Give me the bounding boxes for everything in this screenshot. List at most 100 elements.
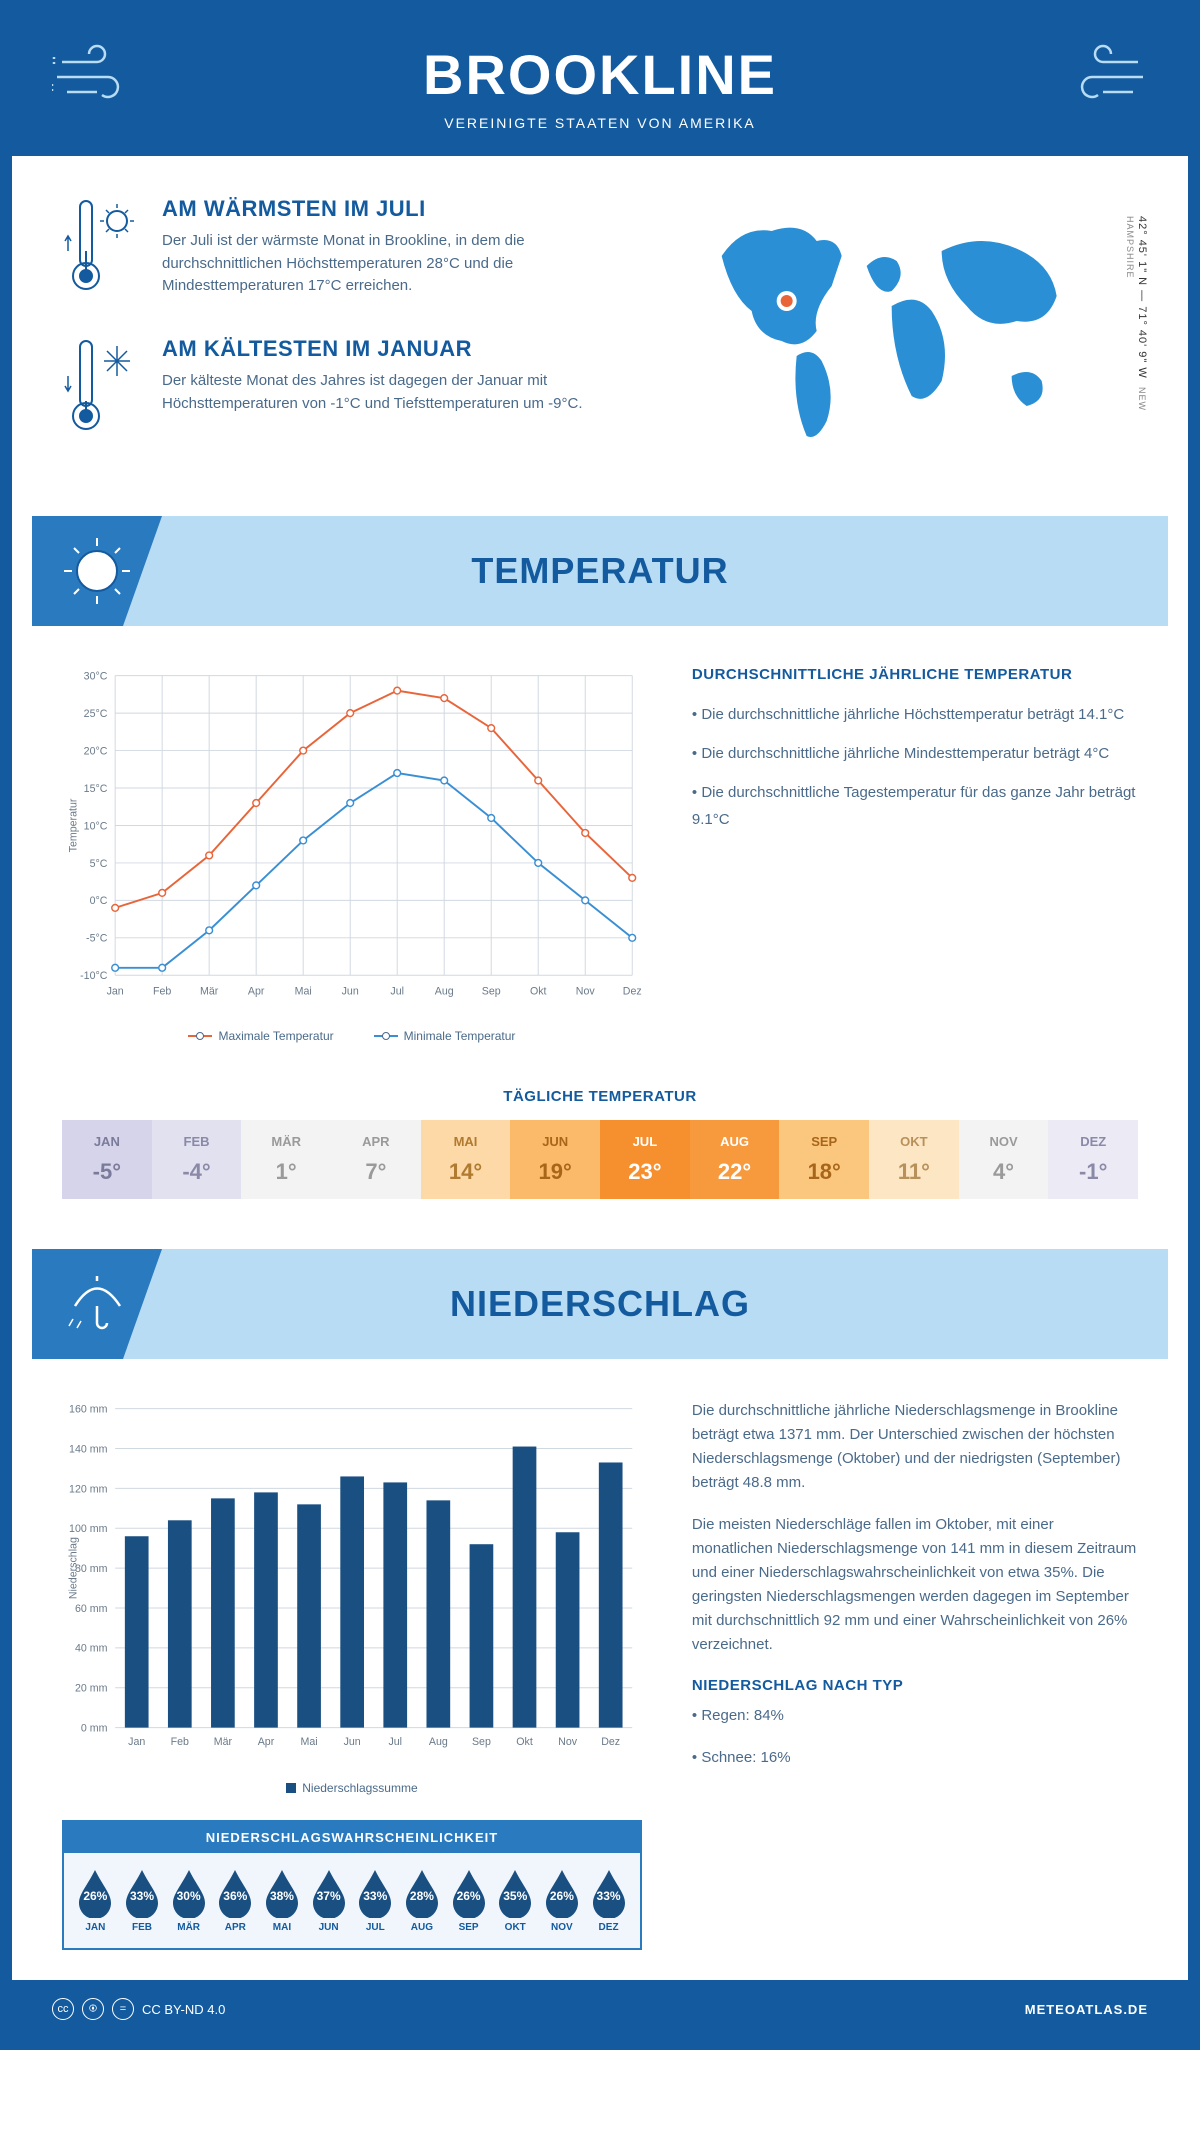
daily-temp-cell: DEZ-1° <box>1048 1120 1138 1199</box>
svg-text:Mai: Mai <box>301 1736 318 1748</box>
prob-title: NIEDERSCHLAGSWAHRSCHEINLICHKEIT <box>64 1822 640 1853</box>
precip-p2: Die meisten Niederschläge fallen im Okto… <box>692 1513 1138 1657</box>
temp-bullet-2: • Die durchschnittliche jährliche Mindes… <box>692 740 1138 767</box>
page-subtitle: VEREINIGTE STAATEN VON AMERIKA <box>52 115 1148 131</box>
temp-bullet-1: • Die durchschnittliche jährliche Höchst… <box>692 701 1138 728</box>
svg-text:0°C: 0°C <box>90 895 108 907</box>
page-title: BROOKLINE <box>52 42 1148 107</box>
svg-text:Aug: Aug <box>429 1736 448 1748</box>
intro-section: AM WÄRMSTEN IM JULI Der Juli ist der wär… <box>12 156 1188 516</box>
daily-temp-cell: NOV4° <box>959 1120 1049 1199</box>
svg-text:Dez: Dez <box>623 986 642 998</box>
svg-text:Dez: Dez <box>601 1736 620 1748</box>
svg-text:Aug: Aug <box>435 986 454 998</box>
svg-text:Jul: Jul <box>390 986 404 998</box>
daily-temp-cell: JAN-5° <box>62 1120 152 1199</box>
prob-cell: 35%OKT <box>492 1868 539 1933</box>
precip-p1: Die durchschnittliche jährliche Niedersc… <box>692 1399 1138 1495</box>
prob-cell: 26%SEP <box>445 1868 492 1933</box>
svg-text:Mär: Mär <box>200 986 219 998</box>
prob-cell: 30%MÄR <box>165 1868 212 1933</box>
nd-icon: = <box>112 1998 134 2020</box>
legend-min: Minimale Temperatur <box>404 1029 516 1043</box>
svg-text:15°C: 15°C <box>84 783 108 795</box>
prob-cell: 33%JUL <box>352 1868 399 1933</box>
precipitation-info: Die durchschnittliche jährliche Niedersc… <box>692 1399 1138 1950</box>
svg-text:Sep: Sep <box>472 1736 491 1748</box>
svg-text:20 mm: 20 mm <box>75 1683 108 1695</box>
svg-text:Apr: Apr <box>258 1736 275 1748</box>
prob-cell: 37%JUN <box>305 1868 352 1933</box>
wind-icon <box>1058 42 1148 112</box>
precipitation-banner: NIEDERSCHLAG <box>32 1249 1168 1359</box>
precipitation-probability-box: NIEDERSCHLAGSWAHRSCHEINLICHKEIT 26%JAN33… <box>62 1820 642 1950</box>
svg-text:Nov: Nov <box>576 986 596 998</box>
prob-cell: 28%AUG <box>399 1868 446 1933</box>
precipitation-bar-chart: 0 mm20 mm40 mm60 mm80 mm100 mm120 mm140 … <box>62 1399 642 1766</box>
daily-temp-table: JAN-5°FEB-4°MÄR1°APR7°MAI14°JUN19°JUL23°… <box>62 1120 1138 1199</box>
svg-text:80 mm: 80 mm <box>75 1563 108 1575</box>
svg-text:20°C: 20°C <box>84 745 108 757</box>
svg-text:Nov: Nov <box>558 1736 578 1748</box>
svg-text:140 mm: 140 mm <box>69 1443 108 1455</box>
svg-text:30°C: 30°C <box>84 671 108 683</box>
footer: cc 🅯 = CC BY-ND 4.0 METEOATLAS.DE <box>12 1980 1188 2038</box>
warmest-text: Der Juli ist der wärmste Monat in Brookl… <box>162 230 605 298</box>
prob-cell: 33%FEB <box>119 1868 166 1933</box>
temp-info-heading: DURCHSCHNITTLICHE JÄHRLICHE TEMPERATUR <box>692 666 1138 683</box>
warmest-fact: AM WÄRMSTEN IM JULI Der Juli ist der wär… <box>62 196 605 301</box>
prob-cell: 26%NOV <box>539 1868 586 1933</box>
legend-precip: Niederschlagssumme <box>302 1781 417 1795</box>
coldest-title: AM KÄLTESTEN IM JANUAR <box>162 336 605 362</box>
prob-cell: 38%MAI <box>259 1868 306 1933</box>
temperature-info: DURCHSCHNITTLICHE JÄHRLICHE TEMPERATUR •… <box>692 666 1138 1043</box>
daily-temp-cell: MÄR1° <box>241 1120 331 1199</box>
coords-main: 42° 45' 1" N — 71° 40' 9" W <box>1136 216 1148 379</box>
prob-cell: 26%JAN <box>72 1868 119 1933</box>
svg-text:-5°C: -5°C <box>86 933 108 945</box>
site-name: METEOATLAS.DE <box>1025 2002 1148 2017</box>
svg-text:Okt: Okt <box>530 986 547 998</box>
svg-text:Jan: Jan <box>107 986 124 998</box>
daily-temp-cell: JUL23° <box>600 1120 690 1199</box>
svg-text:5°C: 5°C <box>90 858 108 870</box>
svg-text:60 mm: 60 mm <box>75 1603 108 1615</box>
svg-text:Apr: Apr <box>248 986 265 998</box>
precip-type-2: • Schnee: 16% <box>692 1746 1138 1770</box>
svg-text:Jun: Jun <box>342 986 359 998</box>
section-title: NIEDERSCHLAG <box>450 1283 750 1325</box>
svg-text:25°C: 25°C <box>84 708 108 720</box>
svg-text:Feb: Feb <box>153 986 171 998</box>
svg-text:100 mm: 100 mm <box>69 1523 108 1535</box>
svg-text:160 mm: 160 mm <box>69 1403 108 1415</box>
temp-bullet-3: • Die durchschnittliche Tagestemperatur … <box>692 779 1138 833</box>
wind-icon <box>52 42 142 112</box>
daily-temp-cell: APR7° <box>331 1120 421 1199</box>
legend-max: Maximale Temperatur <box>218 1029 333 1043</box>
temp-chart-legend: Maximale Temperatur Minimale Temperatur <box>62 1029 642 1043</box>
svg-text:Okt: Okt <box>516 1736 533 1748</box>
svg-text:Mär: Mär <box>214 1736 233 1748</box>
daily-temp-title: TÄGLICHE TEMPERATUR <box>12 1088 1188 1105</box>
umbrella-icon <box>65 1271 130 1336</box>
svg-text:-10°C: -10°C <box>80 970 108 982</box>
coldest-fact: AM KÄLTESTEN IM JANUAR Der kälteste Mona… <box>62 336 605 441</box>
daily-temp-cell: JUN19° <box>510 1120 600 1199</box>
svg-text:Sep: Sep <box>482 986 501 998</box>
thermometer-cold-icon <box>62 336 142 436</box>
header: BROOKLINE VEREINIGTE STAATEN VON AMERIKA <box>12 12 1188 156</box>
svg-text:Niederschlag: Niederschlag <box>68 1537 80 1599</box>
svg-text:Jun: Jun <box>344 1736 361 1748</box>
daily-temp-cell: AUG22° <box>690 1120 780 1199</box>
svg-text:120 mm: 120 mm <box>69 1483 108 1495</box>
svg-text:Feb: Feb <box>171 1736 189 1748</box>
thermometer-hot-icon <box>62 196 142 296</box>
daily-temp-cell: MAI14° <box>421 1120 511 1199</box>
by-icon: 🅯 <box>82 1998 104 2020</box>
daily-temp-cell: FEB-4° <box>152 1120 242 1199</box>
section-title: TEMPERATUR <box>471 550 728 592</box>
prob-cell: 36%APR <box>212 1868 259 1933</box>
prob-cell: 33%DEZ <box>585 1868 632 1933</box>
precip-type-heading: NIEDERSCHLAG NACH TYP <box>692 1677 1138 1694</box>
license-text: CC BY-ND 4.0 <box>142 2002 225 2017</box>
